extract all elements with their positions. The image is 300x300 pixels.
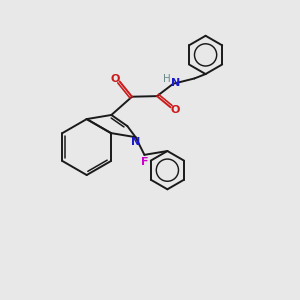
Text: F: F [141,157,148,167]
Text: O: O [111,74,120,84]
Text: O: O [170,105,180,115]
Text: N: N [171,78,180,88]
Text: N: N [131,137,140,147]
Text: H: H [163,74,171,84]
